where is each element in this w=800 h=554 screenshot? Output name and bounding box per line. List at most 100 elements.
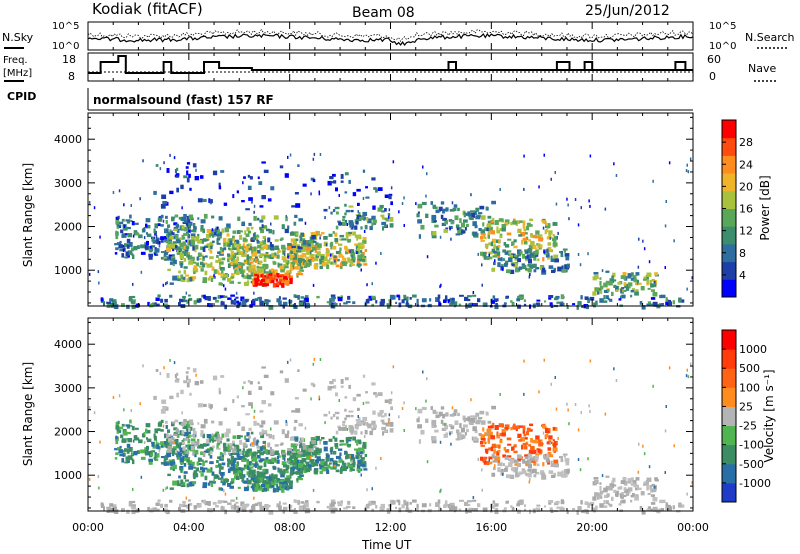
velocity-cell [166,486,168,490]
power-cell [642,239,644,243]
power-cell [178,216,183,220]
velocity-cell [248,448,252,453]
power-cell [237,265,242,269]
power-cell [484,227,487,231]
velocity-cell [488,447,492,451]
nave-label: Nave [748,62,776,75]
power-cell [240,267,243,271]
power-cell [371,282,373,286]
velocity-cell [494,509,499,515]
velocity-cell [470,398,472,402]
velocity-cell [306,447,310,453]
power-cell [368,295,373,301]
power-cell [478,228,482,231]
power-cell [179,238,182,241]
power-cell [121,234,127,238]
velocity-cell [219,466,224,470]
power-cell [605,270,610,273]
velocity-cell [288,480,293,484]
velocity-cell [272,477,275,483]
velocity-cell [479,410,485,415]
power-cell [630,294,633,298]
power-cell [224,287,227,291]
power-cell [481,263,483,267]
power-cell [350,209,354,213]
velocity-cell [264,449,268,454]
power-cell [278,296,281,300]
power-cell [223,247,227,251]
power-cell [236,243,242,248]
velocity-cell [290,443,294,448]
velocity-cell [559,456,562,459]
velocity-cell [485,411,488,415]
freq-step [583,61,594,70]
velocity-cell [124,461,129,464]
velocity-cell [467,500,472,503]
velocity-cell [459,433,462,439]
velocity-cell [510,505,513,508]
velocity-cell [398,500,401,506]
power-cell [147,301,150,307]
power-cell [282,256,287,260]
velocity-cell [220,480,223,484]
power-cell [341,238,347,241]
power-cell [259,300,264,306]
cpid-text: normalsound (fast) 157 RF [93,93,274,107]
velocity-cell [262,440,266,444]
velocity-cell [517,457,521,462]
power-cell [422,165,424,169]
power-cell [314,257,318,262]
power-cell [274,274,277,277]
power-cell [186,170,189,176]
power-cell [187,252,191,255]
power-cell [511,263,515,267]
velocity-cell [426,460,429,464]
velocity-cell [467,417,472,422]
velocity-cell [271,473,274,478]
power-cell [537,258,540,262]
power-cell [274,239,279,242]
velocity-cell [168,459,174,462]
power-cell [492,295,496,299]
power-cell [431,216,437,221]
velocity-cell [204,475,208,481]
power-cell [116,224,122,227]
velocity-cell [491,472,496,477]
velocity-cell [245,450,250,453]
velocity-cell [664,471,666,474]
power-cell [229,248,233,251]
power-cell [266,299,271,303]
power-cell [502,267,504,271]
velocity-cell [180,461,184,465]
velocity-cell [665,502,668,507]
power-cell [577,223,580,227]
power-cell [390,201,393,206]
velocity-cell [165,433,169,439]
velocity-cell [453,508,457,513]
velocity-cell [156,444,160,449]
velocity-cell [618,503,622,506]
velocity-cell [635,477,640,481]
power-cell [553,254,559,260]
power-cell [255,236,259,241]
velocity-cell [356,456,358,460]
power-cell [232,255,236,259]
velocity-cell [506,474,511,479]
velocity-cell [255,441,259,446]
velocity-cell [169,499,173,503]
velocity-cell [264,470,269,474]
power-cell [126,304,130,309]
power-cell [356,236,359,241]
power-cell [458,303,462,307]
velocity-cell [641,510,646,515]
freq-trace [88,55,693,74]
velocity-cell [149,450,152,454]
power-cell [488,251,493,255]
power-cell [564,269,568,273]
power-cell [112,191,115,194]
velocity-cell [395,506,398,509]
velocity-cell [160,409,166,414]
velocity-cell [177,451,181,456]
power-cell [398,302,402,308]
